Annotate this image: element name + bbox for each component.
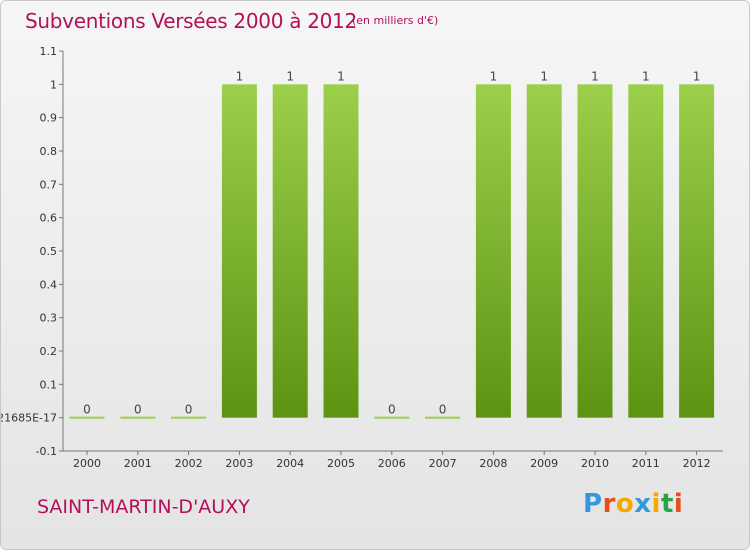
- bar: [425, 416, 461, 419]
- bar: [272, 84, 308, 418]
- y-tick-label: 0.4: [40, 278, 58, 291]
- chart-title: Subventions Versées 2000 à 2012: [25, 9, 357, 33]
- logo-letter: o: [615, 489, 635, 519]
- x-tick-label: 2012: [683, 457, 711, 470]
- logo-letter: i: [673, 489, 684, 519]
- x-tick-label: 2003: [225, 457, 253, 470]
- x-tick-label: 2001: [124, 457, 152, 470]
- bar: [323, 84, 359, 418]
- proxiti-logo: Proxiti: [583, 489, 683, 519]
- bar: [120, 416, 156, 419]
- y-tick-label: 0.1: [40, 378, 58, 391]
- logo-letter: r: [602, 489, 616, 519]
- logo-letter: t: [660, 489, 674, 519]
- y-ticks: -0.1 2.0816681711721685E-17 0.1 0.2 0.3 0.4 0.…: [1, 45, 63, 458]
- y-tick-label: 0.8: [40, 145, 58, 158]
- bar: [526, 84, 562, 418]
- data-label: 1: [490, 69, 498, 83]
- data-label: 1: [286, 69, 294, 83]
- y-tick-label: 0.9: [40, 112, 58, 125]
- chart-unit: (en milliers d'€): [352, 14, 439, 27]
- data-label: 0: [388, 403, 396, 417]
- chart-bars: [69, 84, 715, 419]
- logo-letter: i: [651, 489, 661, 519]
- x-tick-label: 2007: [429, 457, 457, 470]
- y-tick-label: -0.1: [36, 445, 57, 458]
- data-label: 0: [83, 403, 91, 417]
- y-tick-label: 1.1: [40, 45, 58, 58]
- data-label: 1: [337, 69, 345, 83]
- x-tick-label: 2008: [479, 457, 507, 470]
- x-tick-label: 2009: [530, 457, 558, 470]
- data-label: 0: [134, 403, 142, 417]
- x-tick-label: 2005: [327, 457, 355, 470]
- x-tick-label: 2006: [378, 457, 406, 470]
- bar: [374, 416, 410, 419]
- data-label: 1: [591, 69, 599, 83]
- logo-letter: x: [634, 489, 652, 519]
- y-tick-label: 1: [50, 78, 57, 91]
- chart-axes: [62, 51, 723, 452]
- bar: [475, 84, 511, 418]
- x-tick-label: 2010: [581, 457, 609, 470]
- y-tick-label: 0.7: [40, 178, 58, 191]
- x-tick-label: 2000: [73, 457, 101, 470]
- y-tick-label: 0.3: [40, 312, 58, 325]
- data-label: 1: [642, 69, 650, 83]
- x-tick-label: 2004: [276, 457, 304, 470]
- bar: [171, 416, 207, 419]
- data-label: 0: [185, 403, 193, 417]
- y-tick-label: 0.2: [40, 345, 58, 358]
- data-labels: 0 0 0 1 1 1 0 0 1 1 1 1 1: [83, 69, 700, 416]
- commune-name: SAINT-MARTIN-D'AUXY: [37, 496, 250, 518]
- data-label: 0: [439, 403, 447, 417]
- data-label: 1: [236, 69, 244, 83]
- data-label: 1: [540, 69, 548, 83]
- y-tick-label: 0.5: [40, 245, 58, 258]
- y-tick-label: 2.0816681711721685E-17: [1, 412, 57, 425]
- x-tick-label: 2002: [175, 457, 203, 470]
- bar: [628, 84, 664, 418]
- data-label: 1: [693, 69, 701, 83]
- x-tick-label: 2011: [632, 457, 660, 470]
- logo-letter: P: [583, 489, 603, 519]
- x-ticks: 2000 2001 2002 2003 2004 2005 2006 2007 2008 2009…: [73, 451, 711, 470]
- bar: [69, 416, 105, 419]
- bar: [679, 84, 715, 418]
- bar: [577, 84, 613, 418]
- y-tick-label: 0.6: [40, 212, 58, 225]
- bar: [221, 84, 257, 418]
